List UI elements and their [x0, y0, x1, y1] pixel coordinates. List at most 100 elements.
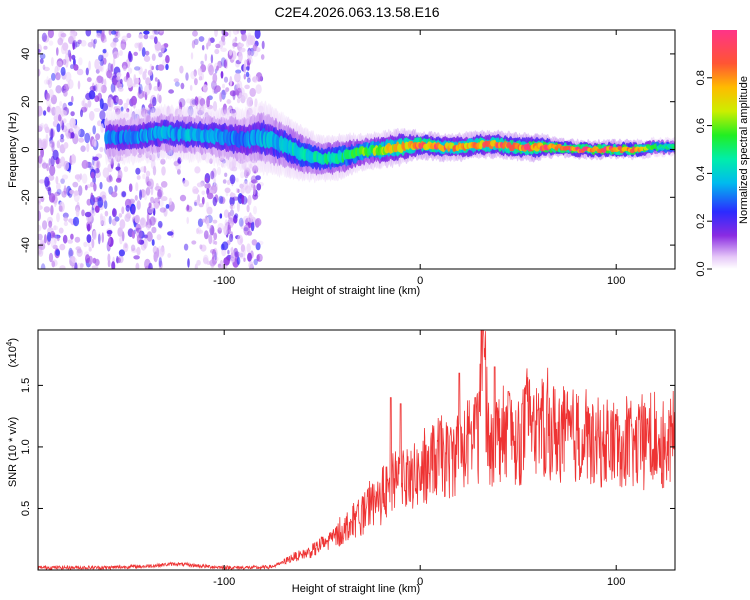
heatmap-cell: [165, 63, 169, 71]
heatmap-cell: [62, 212, 69, 219]
heatmap-cell: [74, 236, 81, 243]
heatmap-cell: [108, 236, 114, 247]
heatmap-cell: [206, 96, 211, 108]
heatmap-cell: [200, 105, 205, 113]
heatmap-cell: [116, 72, 122, 78]
heatmap-cell: [85, 30, 92, 37]
heatmap-cell: [78, 185, 83, 196]
heatmap-cell: [70, 111, 75, 117]
heatmap-cell: [248, 261, 254, 269]
heatmap-cell: [146, 224, 151, 231]
heatmap-cell: [56, 60, 63, 68]
heatmap-cell: [159, 186, 163, 193]
heatmap-cell: [186, 98, 191, 104]
heatmap-cell: [130, 244, 136, 252]
colorbar-tick-label: 0.4: [695, 166, 707, 181]
heatmap-cell: [145, 50, 150, 56]
heatmap-cell: [56, 140, 61, 149]
heatmap-cell: [130, 95, 137, 106]
heatmap-cell: [117, 98, 123, 106]
heatmap-cell: [248, 180, 255, 191]
heatmap-cell: [135, 167, 141, 175]
heatmap-cell: [152, 165, 157, 176]
heatmap-cell: [87, 100, 92, 108]
heatmap-cell: [159, 207, 167, 213]
heatmap-cell: [256, 47, 261, 53]
heatmap-cell: [194, 263, 198, 269]
heatmap-cell: [123, 166, 129, 173]
heatmap-cell: [91, 238, 95, 249]
heatmap-cell: [168, 89, 175, 94]
heatmap-cell: [138, 33, 144, 39]
heatmap-cell: [247, 230, 253, 236]
heatmap-cell: [60, 133, 64, 140]
heatmap-cell: [223, 209, 229, 218]
heatmap-cell: [47, 174, 55, 181]
heatmap-cell: [141, 47, 146, 57]
heatmap-cell: [247, 214, 255, 223]
heatmap-cell: [229, 108, 236, 114]
heatmap-cell: [110, 63, 114, 73]
heatmap-cell: [240, 187, 245, 194]
heatmap-cell: [47, 30, 54, 39]
heatmap-cell: [204, 183, 211, 189]
heatmap-cell: [249, 163, 253, 169]
heatmap-cell: [183, 243, 189, 251]
spectrogram-x-label: Height of straight line (km): [292, 285, 420, 297]
heatmap-cell: [242, 92, 248, 100]
heatmap-cell: [230, 247, 234, 254]
heatmap-cell: [143, 30, 150, 35]
heatmap-cell: [101, 30, 105, 38]
heatmap-cell: [174, 81, 180, 87]
heatmap-cell: [193, 69, 197, 77]
heatmap-cell: [118, 87, 124, 92]
heatmap-cell: [54, 105, 62, 116]
heatmap-cell: [223, 76, 229, 83]
heatmap-cell: [205, 201, 210, 213]
heatmap-cell: [232, 196, 239, 201]
heatmap-cell: [209, 259, 216, 267]
heatmap-cell: [54, 199, 57, 208]
heatmap-cell: [179, 194, 187, 202]
heatmap-cell: [55, 176, 59, 185]
snr-frame: [37, 329, 676, 571]
heatmap-cell: [258, 105, 264, 113]
heatmap-cell: [90, 38, 94, 47]
heatmap-cell: [240, 219, 244, 230]
snr-ticks: -100 0 100 0.5 1.0 1.5: [20, 330, 675, 588]
heatmap-cell: [38, 124, 43, 130]
heatmap-cell: [48, 220, 53, 228]
heatmap-cell: [194, 96, 199, 106]
heatmap-cell: [209, 37, 215, 43]
heatmap-cell: [195, 187, 199, 195]
heatmap-cell: [63, 90, 68, 97]
heatmap-cell: [220, 47, 227, 52]
heatmap-cell: [238, 251, 246, 259]
heatmap-cell: [157, 249, 165, 258]
heatmap-cell: [229, 203, 236, 210]
heatmap-cell: [95, 83, 98, 93]
heatmap-cell: [212, 73, 218, 84]
heatmap-cell: [50, 237, 57, 249]
heatmap-cell: [142, 238, 148, 249]
heatmap-cell: [207, 40, 211, 47]
heatmap-cell: [210, 249, 217, 254]
heatmap-cell: [177, 168, 181, 175]
heatmap-cell: [208, 64, 215, 76]
heatmap-cell: [213, 232, 218, 241]
spectrogram-marks: [38, 30, 675, 269]
heatmap-cell: [68, 247, 73, 259]
heatmap-cell: [212, 247, 218, 259]
heatmap-cell: [158, 52, 163, 58]
heatmap-cell: [196, 228, 199, 234]
heatmap-cell: [209, 158, 213, 164]
colorbar-ticks: 0.0 0.2 0.4 0.6 0.8: [695, 70, 712, 277]
heatmap-cell: [83, 98, 86, 108]
heatmap-cell: [45, 92, 50, 102]
heatmap-cell: [40, 147, 44, 158]
heatmap-cell: [79, 262, 84, 269]
heatmap-cell: [189, 84, 193, 91]
heatmap-cell: [150, 196, 155, 204]
heatmap-cell: [99, 191, 107, 199]
heatmap-cell: [46, 79, 51, 85]
